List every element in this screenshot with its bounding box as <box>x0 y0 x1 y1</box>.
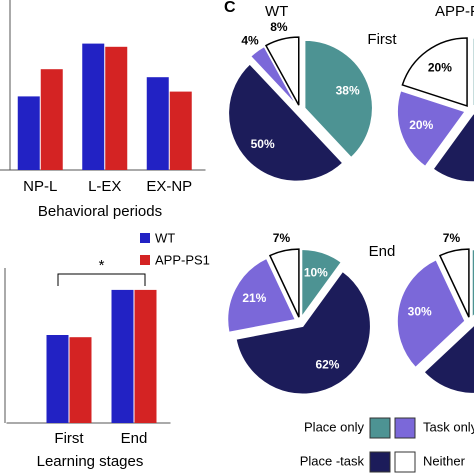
pie-slice <box>249 45 298 107</box>
panel-label: C <box>224 0 236 16</box>
column-title: APP-PS1 <box>435 3 474 20</box>
pie-slice <box>235 270 372 395</box>
row-label: End <box>369 243 396 260</box>
data-label: 4% <box>241 33 259 47</box>
data-label: 10% <box>304 265 328 279</box>
pie-slice <box>227 62 344 183</box>
legend-label: Place -task <box>300 453 365 468</box>
legend-label: WT <box>155 230 175 245</box>
legend-label: APP-PS1 <box>155 252 210 267</box>
data-label: 7% <box>443 231 461 245</box>
pie-slice <box>303 39 374 159</box>
pie-slice <box>396 258 466 369</box>
legend-label: Task only <box>423 419 474 434</box>
legend-swatch <box>394 451 416 473</box>
bar <box>40 69 63 170</box>
bar <box>82 43 105 170</box>
bar <box>111 289 134 423</box>
pie-slice <box>264 36 300 106</box>
legend-label: Place only <box>304 419 364 434</box>
x-tick-label: First <box>54 430 84 447</box>
x-axis-label: Behavioral periods <box>38 203 162 220</box>
row-label: First <box>367 31 397 48</box>
data-label: 38% <box>336 83 360 97</box>
pie-slice <box>471 248 474 320</box>
x-tick-label: NP-L <box>23 178 57 195</box>
pie-slice <box>438 248 470 318</box>
data-label: 20% <box>428 61 452 75</box>
x-tick-label: EX-NP <box>146 178 192 195</box>
significance-bracket <box>57 273 146 286</box>
legend-label: Neither <box>423 453 466 468</box>
data-label: 62% <box>315 357 339 371</box>
legend-swatch <box>140 255 150 265</box>
pie-slice <box>268 248 300 318</box>
pie-slice <box>431 112 474 183</box>
legend-swatch <box>394 417 416 439</box>
bar <box>146 77 169 170</box>
pie-slice <box>422 324 474 395</box>
data-label: 21% <box>242 291 266 305</box>
pie-slice <box>226 257 297 334</box>
pie-slice <box>300 248 343 320</box>
pie-slice <box>396 89 467 168</box>
bar <box>105 46 128 170</box>
pie-slice <box>401 37 468 107</box>
bar <box>134 289 157 423</box>
data-label: 30% <box>408 305 432 319</box>
significance-mark: * <box>99 257 105 274</box>
column-title: WT <box>265 3 288 20</box>
bar <box>17 96 40 170</box>
x-axis-label: Learning stages <box>37 453 144 470</box>
data-label: 20% <box>409 118 433 132</box>
legend-swatch <box>369 417 391 439</box>
legend-swatch <box>140 233 150 243</box>
legend-swatch <box>369 451 391 473</box>
data-label: 7% <box>273 231 291 245</box>
x-tick-label: L-EX <box>88 178 121 195</box>
bar <box>169 91 192 170</box>
bar <box>69 337 92 423</box>
data-label: 50% <box>251 137 275 151</box>
data-label: 8% <box>270 20 288 34</box>
bar <box>46 335 69 423</box>
x-tick-label: End <box>121 430 148 447</box>
